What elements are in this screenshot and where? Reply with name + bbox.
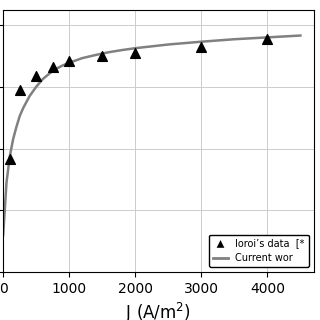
Point [67,59,72,64]
Point [199,44,204,49]
X-axis label: J (A/m$^2$): J (A/m$^2$) [125,301,191,320]
Point [7,157,12,162]
Point [50,64,55,69]
Point [100,53,105,59]
Point [34,73,39,78]
Point [133,50,138,55]
Point [17,87,22,92]
Point [265,36,270,42]
Legend: Ioroi’s data  [*, Current wor: Ioroi’s data [*, Current wor [209,235,309,267]
